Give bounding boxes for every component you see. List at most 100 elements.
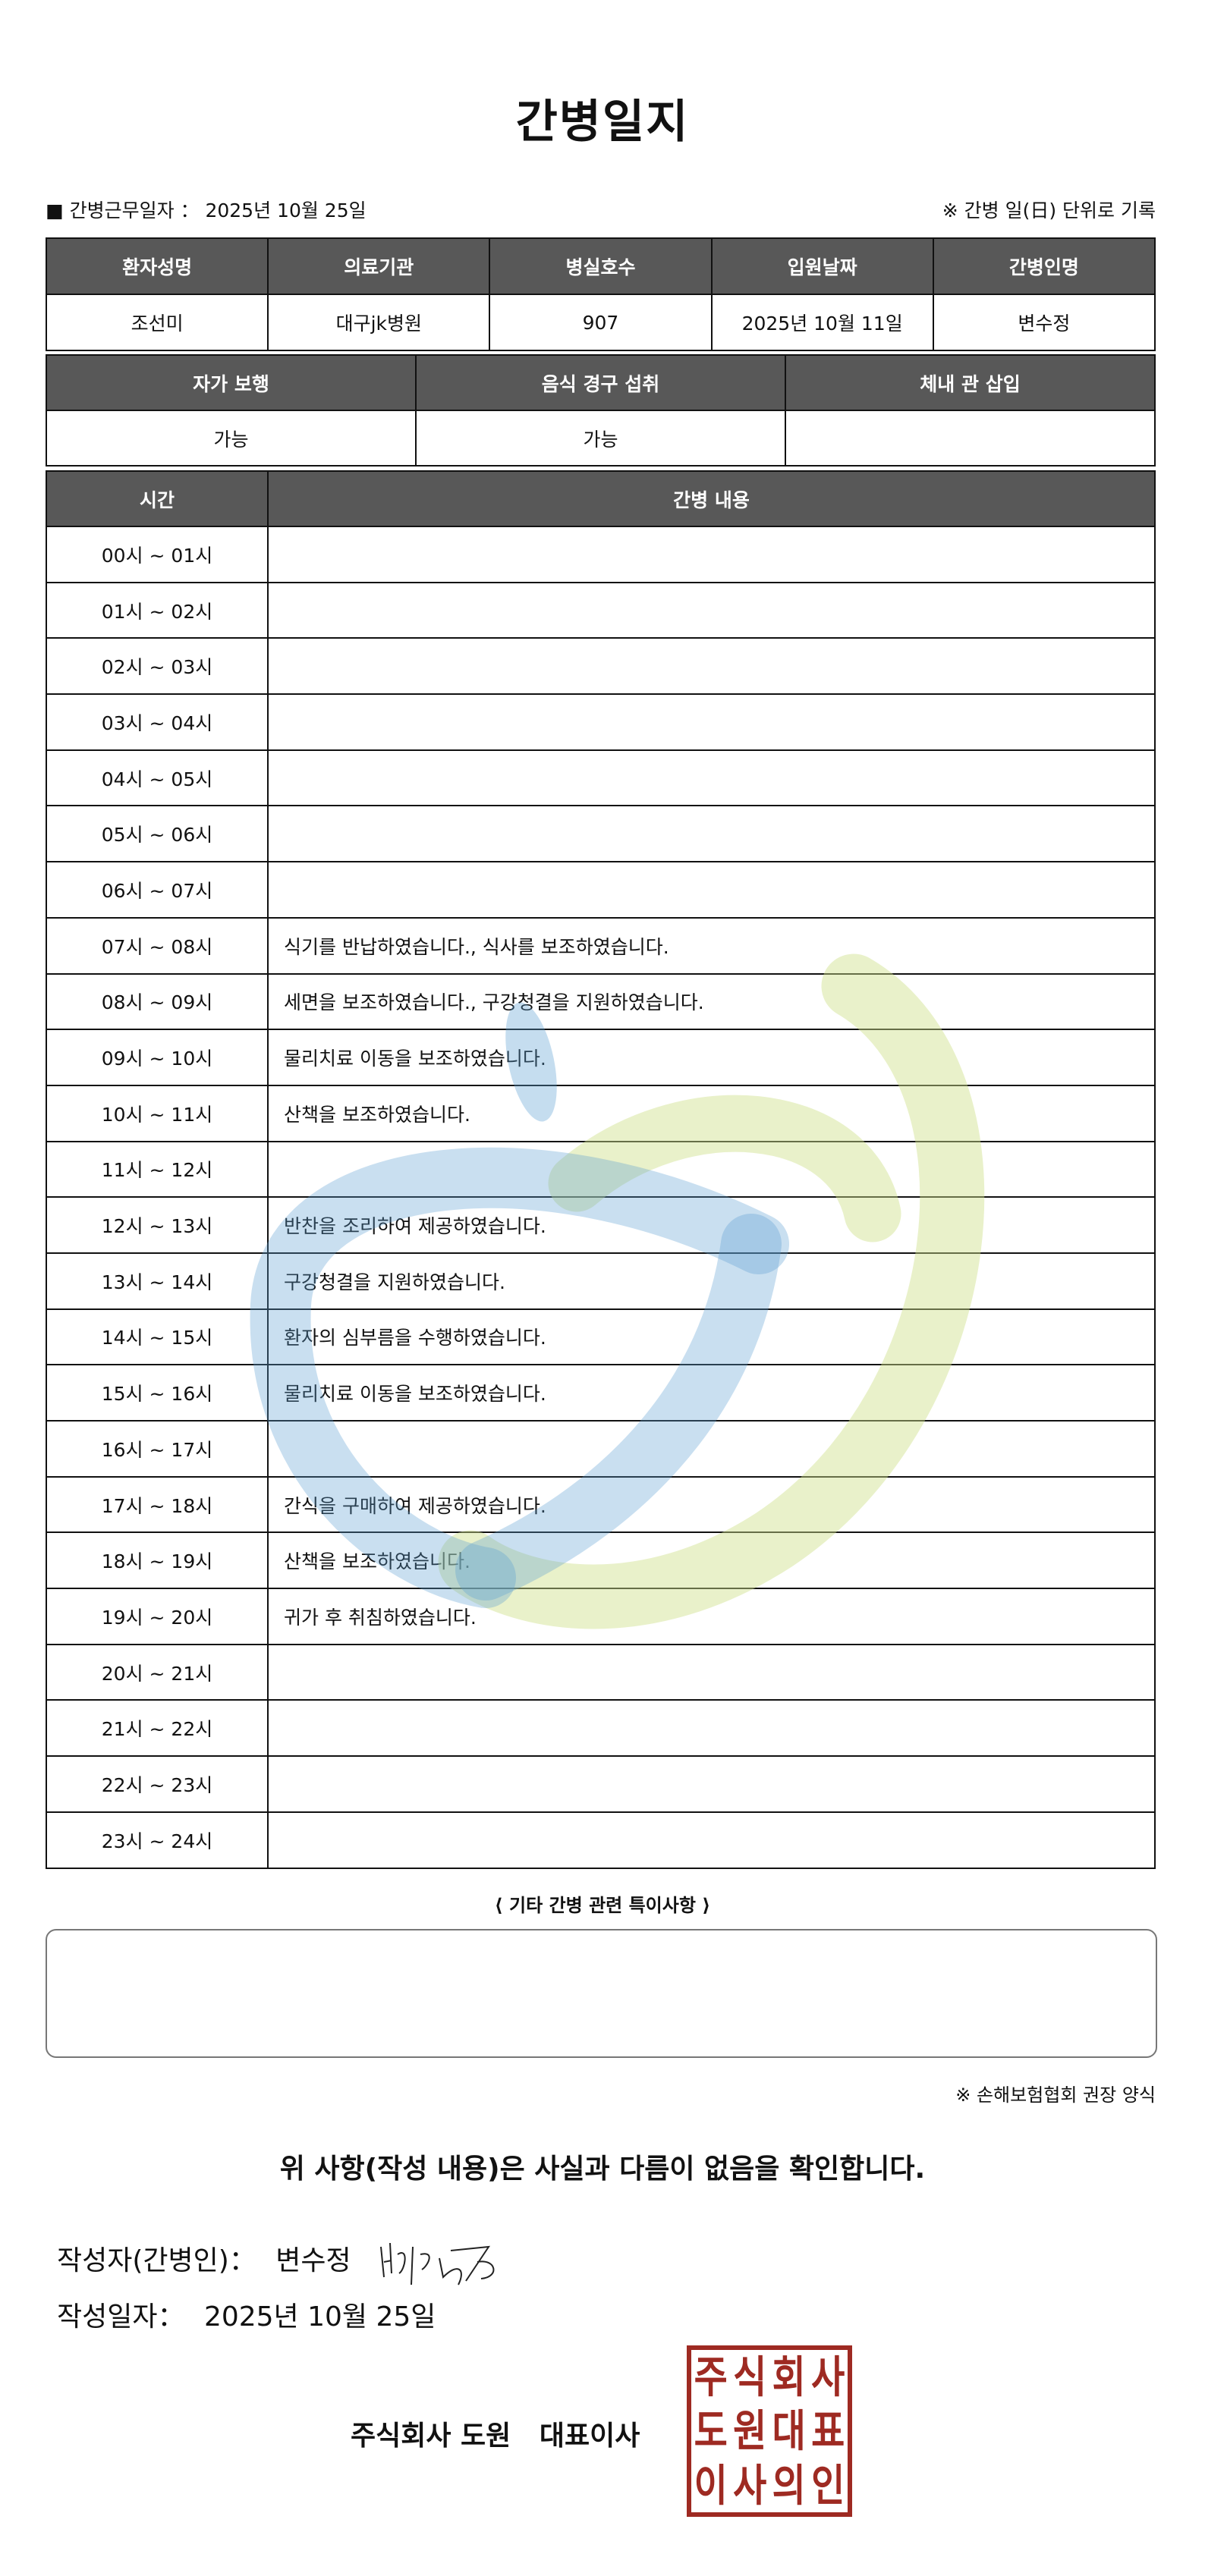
header-content: 간병 내용 — [267, 470, 1156, 527]
log-row: 00시 ~ 01시 — [46, 526, 1156, 583]
walking-status: 가능 — [46, 410, 417, 467]
notes-title: ⟨ 기타 간병 관련 특이사항 ⟩ — [494, 1895, 711, 1916]
log-row: 16시 ~ 17시 — [46, 1420, 1156, 1478]
header-walking: 자가 보행 — [46, 354, 417, 411]
log-row: 04시 ~ 05시 — [46, 749, 1156, 807]
work-date: ■ 간병근무일자 ： 2025년 10월 25일 — [46, 196, 367, 223]
log-content[interactable] — [267, 1811, 1156, 1869]
log-time: 12시 ~ 13시 — [46, 1196, 269, 1254]
log-time: 11시 ~ 12시 — [46, 1140, 269, 1198]
log-row: 01시 ~ 02시 — [46, 581, 1156, 639]
log-content[interactable] — [267, 1755, 1156, 1813]
log-content[interactable]: 귀가 후 취침하였습니다. — [267, 1588, 1156, 1645]
log-time: 23시 ~ 24시 — [46, 1811, 269, 1869]
stamp-character: 사 — [733, 2459, 767, 2511]
log-content[interactable] — [267, 637, 1156, 696]
page-title: 간병일지 — [515, 96, 690, 149]
log-row: 07시 ~ 08시 식기를 반납하였습니다., 식사를 보조하였습니다. — [46, 916, 1156, 975]
oral-intake-status: 가능 — [415, 410, 786, 467]
log-content[interactable]: 간식을 구매하여 제공하였습니다. — [267, 1475, 1156, 1534]
patient-name: 조선미 — [45, 294, 269, 351]
log-time: 06시 ~ 07시 — [46, 861, 269, 919]
log-content[interactable]: 산책을 보조하였습니다. — [267, 1084, 1156, 1142]
log-content[interactable] — [267, 581, 1156, 639]
written-date-label: 작성일자： — [57, 2301, 185, 2333]
log-row: 05시 ~ 06시 — [46, 805, 1156, 863]
log-content[interactable] — [267, 1699, 1156, 1758]
log-time: 21시 ~ 22시 — [46, 1699, 269, 1758]
log-content[interactable]: 세면을 보조하였습니다., 구강청결을 지원하였습니다. — [267, 972, 1156, 1031]
header-oral-intake: 음식 경구 섭취 — [415, 354, 786, 411]
log-time: 14시 ~ 15시 — [46, 1308, 269, 1366]
log-time: 15시 ~ 16시 — [46, 1364, 269, 1422]
log-time: 07시 ~ 08시 — [46, 916, 269, 975]
log-time: 22시 ~ 23시 — [46, 1755, 269, 1813]
log-row: 02시 ~ 03시 — [46, 637, 1156, 696]
log-content[interactable]: 물리치료 이동을 보조하였습니다. — [267, 1364, 1156, 1422]
log-time: 01시 ~ 02시 — [46, 581, 269, 639]
log-row: 22시 ~ 23시 — [46, 1755, 1156, 1813]
log-row: 03시 ~ 04시 — [46, 693, 1156, 751]
log-row: 08시 ~ 09시 세면을 보조하였습니다., 구강청결을 지원하였습니다. — [46, 972, 1156, 1031]
log-content[interactable] — [267, 749, 1156, 807]
written-date-value: 2025년 10월 25일 — [203, 2301, 436, 2333]
log-row: 21시 ~ 22시 — [46, 1699, 1156, 1758]
log-content[interactable] — [267, 1140, 1156, 1198]
log-content[interactable]: 구강청결을 지원하였습니다. — [267, 1252, 1156, 1310]
log-content[interactable] — [267, 861, 1156, 919]
log-row: 12시 ~ 13시 반찬을 조리하여 제공하였습니다. — [46, 1196, 1156, 1254]
stamp-character: 회 — [772, 2351, 806, 2403]
patient-table: 환자성명 의료기관 병실호수 입원날짜 간병인명 조선미 대구jk병원 907 … — [45, 237, 1156, 351]
admission-date: 2025년 10월 11일 — [710, 294, 934, 351]
stamp-character: 주 — [694, 2351, 728, 2403]
log-row: 15시 ~ 16시 물리치료 이동을 보조하였습니다. — [46, 1364, 1156, 1422]
log-time: 09시 ~ 10시 — [46, 1029, 269, 1086]
patient-value-row: 조선미 대구jk병원 907 2025년 10월 11일 변수정 — [45, 294, 1156, 351]
patient-header-row: 환자성명 의료기관 병실호수 입원날짜 간병인명 — [45, 237, 1156, 295]
header-patient-name: 환자성명 — [45, 237, 269, 295]
log-content[interactable] — [267, 1643, 1156, 1701]
log-content[interactable] — [267, 526, 1156, 583]
header-caregiver: 간병인명 — [932, 237, 1156, 295]
recommended-form-note: ※ 손해보험협회 권장 양식 — [955, 2084, 1156, 2106]
log-row: 18시 ~ 19시 산책을 보조하였습니다. — [46, 1531, 1156, 1590]
log-time: 08시 ~ 09시 — [46, 972, 269, 1031]
log-time: 10시 ~ 11시 — [46, 1084, 269, 1142]
log-time: 16시 ~ 17시 — [46, 1420, 269, 1478]
log-header-row: 시간 간병 내용 — [46, 470, 1156, 527]
stamp-character: 사 — [811, 2351, 845, 2403]
stamp-character: 도 — [694, 2405, 728, 2457]
log-content[interactable]: 식기를 반납하였습니다., 식사를 보조하였습니다. — [267, 916, 1156, 975]
notes-box[interactable] — [46, 1929, 1157, 2058]
stamp-character: 표 — [811, 2405, 845, 2457]
header-admission-date: 입원날짜 — [710, 237, 934, 295]
log-time: 18시 ~ 19시 — [46, 1531, 269, 1590]
signature-image — [380, 2242, 495, 2285]
log-content[interactable] — [267, 1420, 1156, 1478]
log-content[interactable]: 반찬을 조리하여 제공하였습니다. — [267, 1196, 1156, 1254]
header-time: 시간 — [46, 470, 269, 527]
writer-line: 작성자(간병인)： 변수정 — [57, 2232, 511, 2292]
stamp-character: 대 — [772, 2405, 806, 2457]
room-number: 907 — [489, 294, 713, 351]
stamp-character: 식 — [733, 2351, 767, 2403]
stamp-character: 의 — [772, 2459, 806, 2511]
log-content[interactable] — [267, 805, 1156, 863]
log-content[interactable]: 환자의 심부름을 수행하였습니다. — [267, 1308, 1156, 1366]
tube-status — [785, 410, 1156, 467]
log-content[interactable]: 산책을 보조하였습니다. — [267, 1531, 1156, 1590]
hospital: 대구jk병원 — [267, 294, 491, 351]
header-hospital: 의료기관 — [267, 237, 491, 295]
log-time: 17시 ~ 18시 — [46, 1475, 269, 1534]
work-date-label: ■ 간병근무일자 ： — [46, 199, 200, 221]
log-row: 11시 ~ 12시 — [46, 1140, 1156, 1198]
company-signatory: 주식회사 도원 대표이사 — [351, 2420, 640, 2452]
log-row: 10시 ~ 11시 산책을 보조하였습니다. — [46, 1084, 1156, 1142]
header-tube: 체내 관 삽입 — [785, 354, 1156, 411]
record-note: ※ 간병 일(日) 단위로 기록 — [942, 199, 1156, 221]
writer-name: 변수정 — [275, 2245, 351, 2276]
log-content[interactable] — [267, 693, 1156, 751]
log-row: 17시 ~ 18시 간식을 구매하여 제공하였습니다. — [46, 1475, 1156, 1534]
log-content[interactable]: 물리치료 이동을 보조하였습니다. — [267, 1029, 1156, 1086]
log-row: 14시 ~ 15시 환자의 심부름을 수행하였습니다. — [46, 1308, 1156, 1366]
